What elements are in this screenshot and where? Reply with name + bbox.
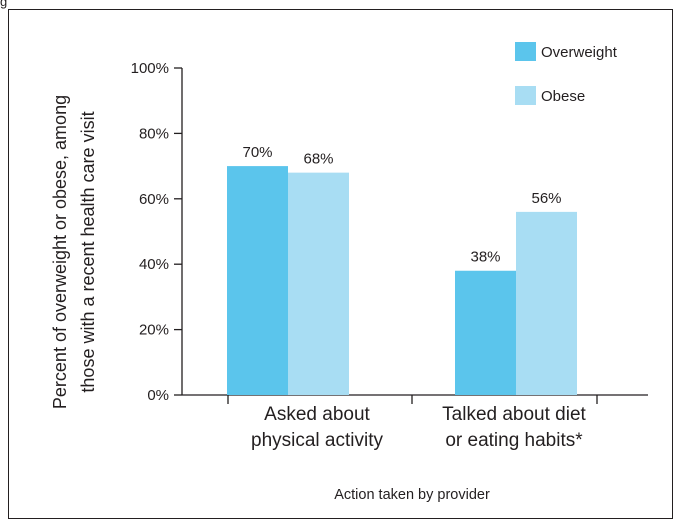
legend-swatch-obese — [515, 86, 536, 105]
legend: Overweight Obese — [515, 42, 618, 105]
category-label: Asked about — [264, 404, 370, 425]
category-label: physical activity — [251, 430, 383, 451]
bar-obese — [516, 211, 577, 395]
y-tick-label: 80% — [139, 125, 169, 142]
legend-label: Obese — [541, 88, 585, 105]
y-axis-label: Percent of overweight or obese, among tho… — [50, 95, 98, 409]
figure-label: g — [0, 0, 8, 9]
legend-label: Overweight — [541, 44, 618, 61]
y-tick-label: 0% — [147, 387, 169, 404]
data-label: 38% — [470, 249, 500, 266]
legend-swatch-overweight — [515, 42, 536, 61]
y-tick-label: 20% — [139, 322, 169, 339]
y-axis-label-line: those with a recent health care visit — [78, 111, 98, 392]
data-labels: 70% 38% 68% 56% — [242, 144, 561, 266]
chart-frame — [8, 9, 673, 519]
bar-obese — [288, 172, 349, 395]
axes: 0% 20% 40% 60% 80% 100% — [131, 60, 648, 404]
y-tick-label: 60% — [139, 191, 169, 208]
category-label: Talked about diet — [442, 404, 586, 425]
x-axis-label: Action taken by provider — [334, 487, 490, 503]
category-labels: Asked about physical activity Talked about… — [251, 404, 587, 451]
data-label: 68% — [303, 151, 333, 168]
y-tick-label: 40% — [139, 256, 169, 273]
data-label: 56% — [531, 190, 561, 207]
category-label: or eating habits* — [445, 430, 583, 451]
y-tick-label: 100% — [131, 60, 169, 77]
bar-overweight — [455, 270, 516, 395]
y-axis-label-line: Percent of overweight or obese, among — [50, 95, 70, 409]
bar-overweight — [227, 166, 288, 395]
bars — [227, 166, 577, 395]
data-label: 70% — [242, 144, 272, 161]
